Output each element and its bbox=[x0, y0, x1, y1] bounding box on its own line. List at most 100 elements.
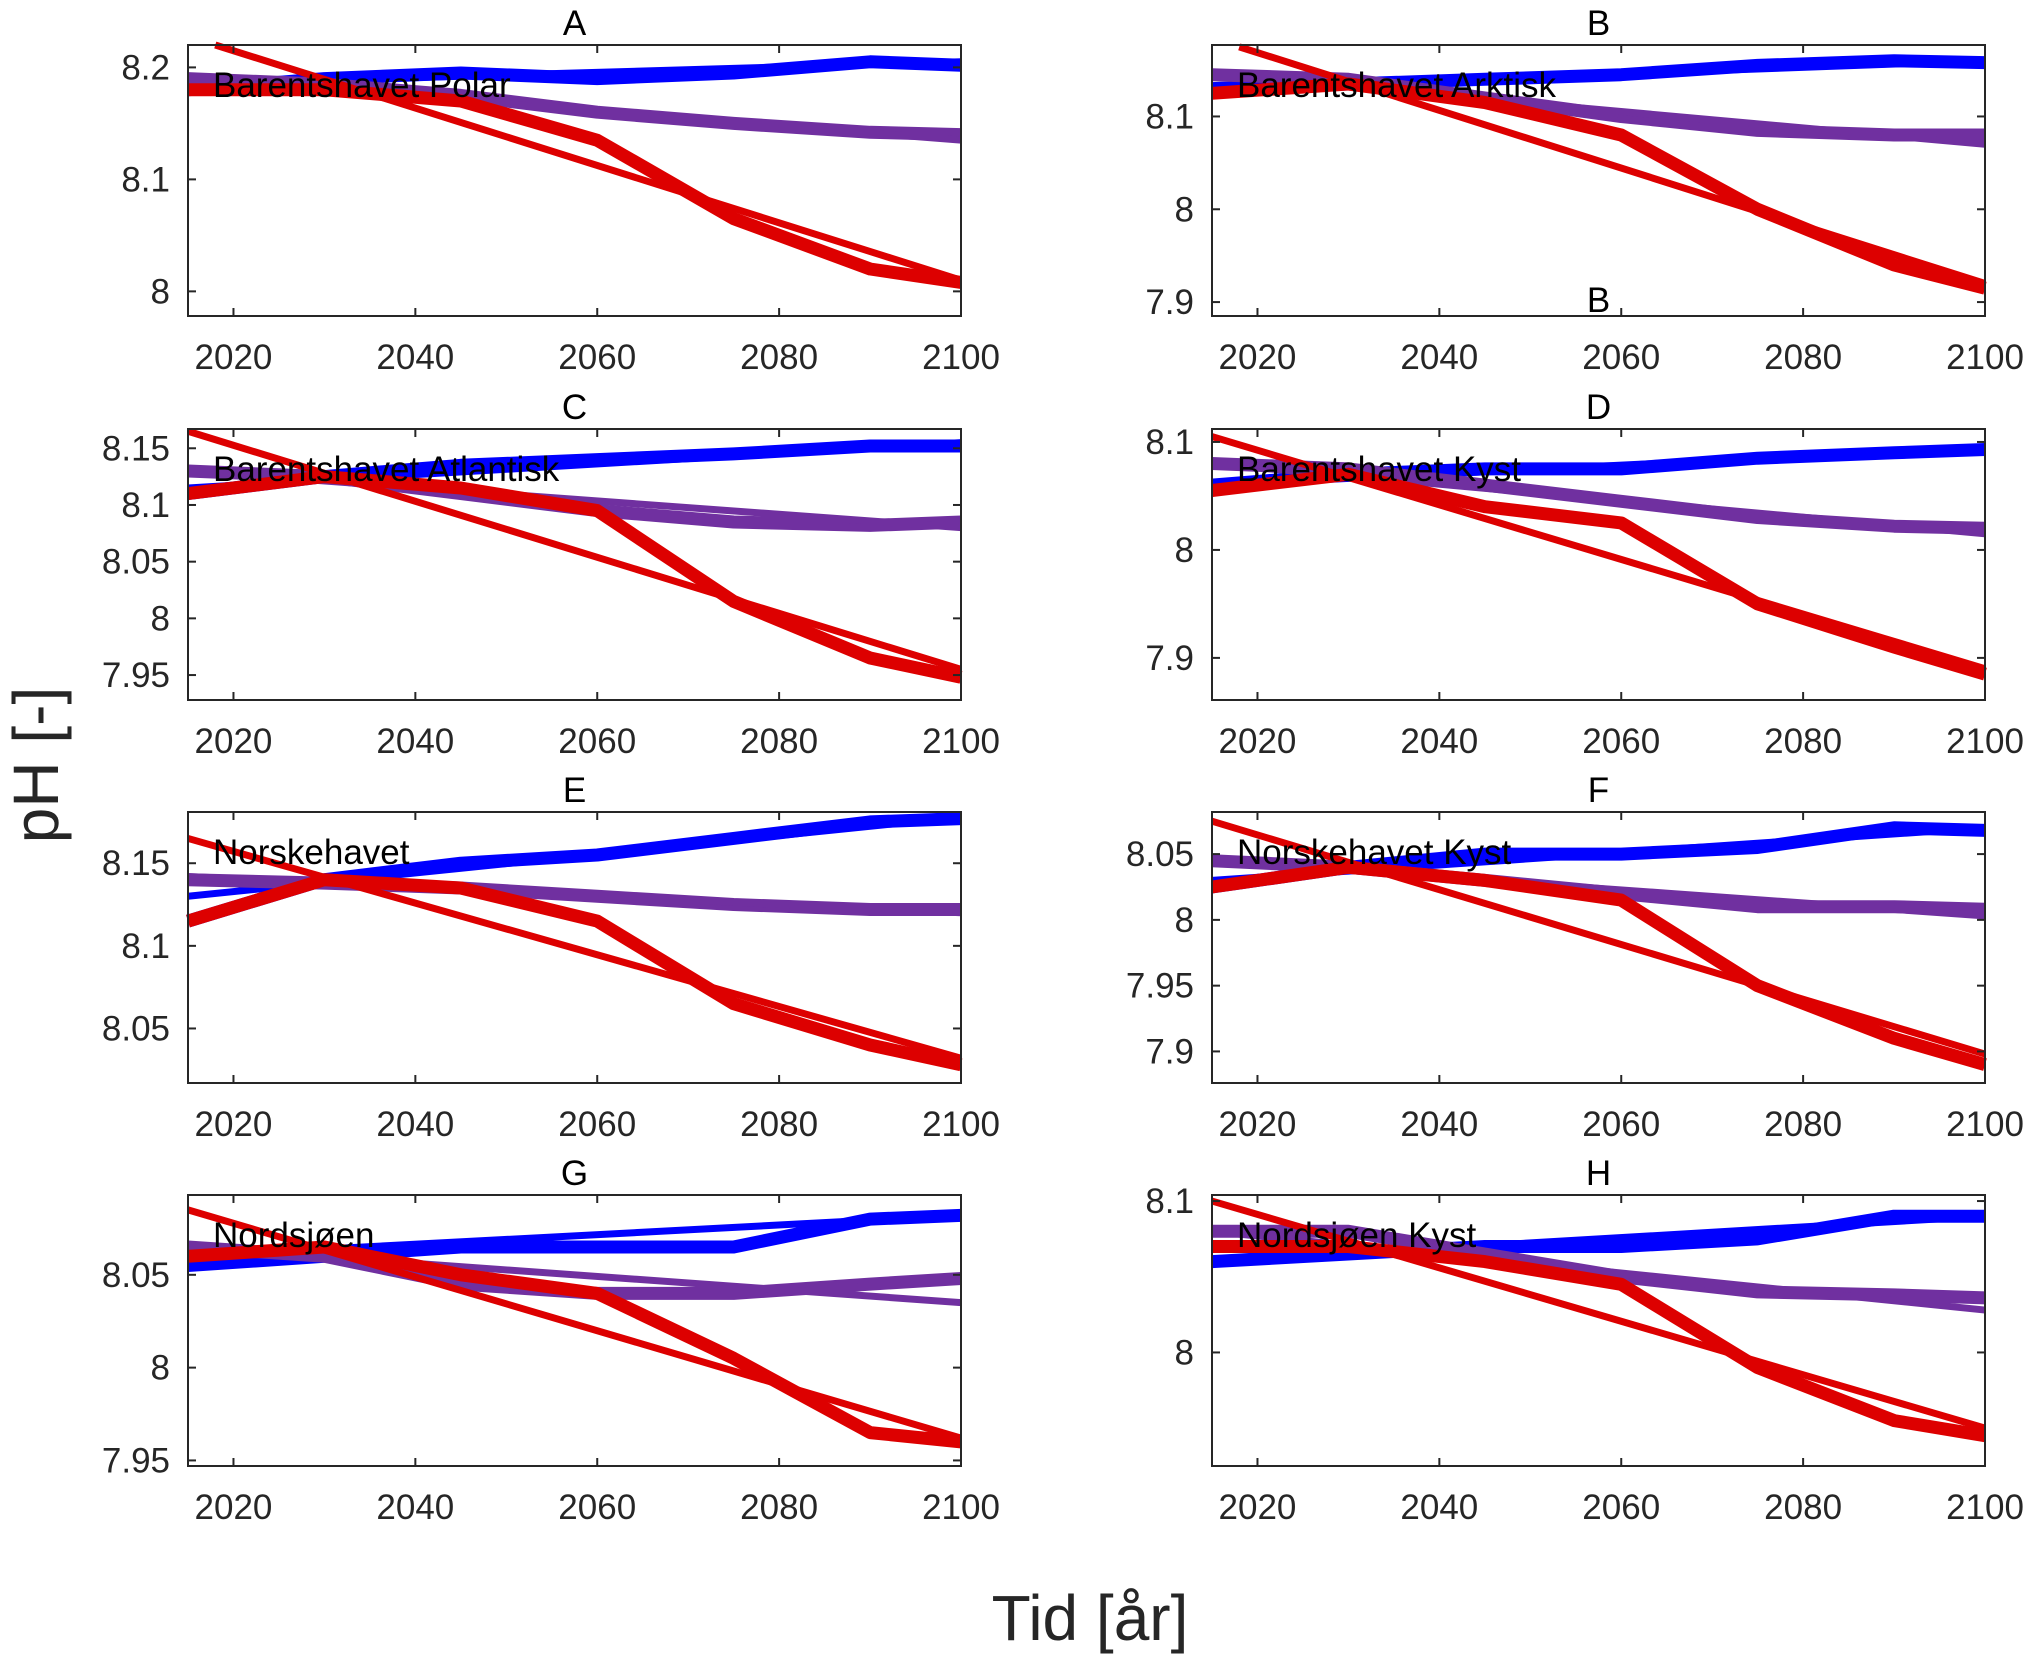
y-tick-label: 8.05 bbox=[102, 543, 170, 582]
panel-H: 2020 2040 2060 2080 2100 8 8.1 H Nordsjøen Kyst bbox=[1145, 1154, 2024, 1527]
y-tick-label: 8.05 bbox=[102, 1009, 170, 1048]
x-tick-label: 2100 bbox=[922, 1105, 1000, 1144]
panel-title: D bbox=[1586, 388, 1611, 427]
red-annual-line bbox=[188, 88, 962, 284]
x-tick-label: 2060 bbox=[1582, 338, 1660, 377]
y-tick-label: 8.15 bbox=[102, 844, 170, 883]
region-label: Nordsjøen Kyst bbox=[1237, 1216, 1477, 1255]
x-tick-label: 2080 bbox=[1764, 722, 1842, 761]
red-trend-line bbox=[187, 1206, 962, 1442]
region-label: Barentshavet Polar bbox=[213, 66, 511, 105]
x-tick-label: 2040 bbox=[376, 1488, 454, 1527]
x-tick-label: 2080 bbox=[740, 1488, 818, 1527]
y-tick-label: 7.95 bbox=[102, 1441, 170, 1480]
y-tick-label: 8 bbox=[151, 1349, 170, 1388]
y-tick-label: 7.95 bbox=[102, 656, 170, 695]
y-tick-label: 7.9 bbox=[1145, 639, 1194, 678]
panel-E: 2020 2040 2060 2080 2100 8.05 8.1 8.15 E Norskeha… bbox=[102, 771, 1000, 1144]
y-tick-label: 8.05 bbox=[1126, 835, 1194, 874]
x-tick-label: 2080 bbox=[740, 338, 818, 377]
x-tick-label: 2080 bbox=[1764, 1488, 1842, 1527]
y-tick-label: 8 bbox=[1175, 190, 1194, 229]
panel-title: A bbox=[563, 4, 587, 43]
x-tick-label: 2100 bbox=[922, 338, 1000, 377]
y-tick-label: 8.1 bbox=[1145, 1182, 1194, 1221]
x-tick-label: 2020 bbox=[1219, 1488, 1297, 1527]
panel-D: 2020 2040 2060 2080 2100 7.9 8 8.1 D Barentshavet… bbox=[1145, 388, 2024, 761]
x-tick-label: 2020 bbox=[195, 338, 273, 377]
axes-box bbox=[187, 428, 962, 701]
y-tick-label: 8.1 bbox=[121, 160, 170, 199]
axes-box bbox=[187, 44, 962, 317]
x-tick-label: 2080 bbox=[1764, 338, 1842, 377]
y-tick-label: 8.1 bbox=[1145, 423, 1194, 462]
x-tick-label: 2020 bbox=[195, 722, 273, 761]
y-axis-label: pH [-] bbox=[0, 687, 72, 843]
red-trend-line bbox=[186, 427, 963, 673]
red-trend-line bbox=[1238, 43, 1987, 287]
red-annual-line bbox=[1211, 865, 1986, 1067]
panel-title: B bbox=[1587, 4, 1610, 43]
purple-annual-line bbox=[1212, 1229, 1986, 1300]
region-label: Nordsjøen bbox=[213, 1216, 374, 1255]
panel-title: C bbox=[562, 388, 587, 427]
y-tick-label: 8 bbox=[1175, 1333, 1194, 1372]
panel-title: E bbox=[563, 771, 586, 810]
x-tick-label: 2060 bbox=[558, 338, 636, 377]
axes-box bbox=[1211, 1194, 1986, 1467]
purple-trend-line bbox=[187, 1243, 962, 1307]
red-annual-line bbox=[1212, 1245, 1986, 1438]
x-tick-label: 2020 bbox=[195, 1488, 273, 1527]
x-tick-label: 2060 bbox=[558, 1105, 636, 1144]
x-tick-label: 2040 bbox=[1400, 722, 1478, 761]
panel-B: 2020 2040 2060 2080 2100 7.9 8 8.1 B Barentshavet… bbox=[1145, 4, 2024, 377]
red-trend-line bbox=[1210, 433, 1987, 673]
x-tick-label: 2020 bbox=[1219, 338, 1297, 377]
x-tick-label: 2100 bbox=[922, 722, 1000, 761]
axes-box bbox=[1211, 44, 1986, 317]
x-tick-label: 2040 bbox=[1400, 338, 1478, 377]
x-tick-label: 2020 bbox=[1219, 722, 1297, 761]
y-tick-label: 8.1 bbox=[1145, 97, 1194, 136]
y-tick-label: 8.05 bbox=[102, 1256, 170, 1295]
plot-area bbox=[188, 1195, 961, 1466]
y-tick-label: 7.9 bbox=[1145, 1032, 1194, 1071]
x-tick-label: 2060 bbox=[558, 1488, 636, 1527]
axes-box bbox=[1211, 811, 1986, 1084]
red-trend-line bbox=[1211, 1197, 1986, 1432]
x-axis-label: Tid [år] bbox=[992, 1582, 1189, 1654]
x-tick-label: 2060 bbox=[558, 722, 636, 761]
y-tick-label: 7.9 bbox=[1145, 283, 1194, 322]
y-tick-label: 8 bbox=[151, 272, 170, 311]
panel-F: 2020 2040 2060 2080 2100 7.9 7.95 8 8.05 F Norskeh… bbox=[1126, 771, 2024, 1144]
region-label: Barentshavet Kyst bbox=[1237, 450, 1521, 489]
red-trend-line bbox=[187, 835, 962, 1062]
panel-title: G bbox=[561, 1154, 588, 1193]
x-tick-label: 2060 bbox=[1582, 1105, 1660, 1144]
red-trend-line bbox=[1210, 817, 1987, 1058]
x-tick-label: 2100 bbox=[1946, 1105, 2024, 1144]
x-tick-label: 2040 bbox=[1400, 1105, 1478, 1144]
x-tick-label: 2060 bbox=[1582, 722, 1660, 761]
x-tick-label: 2100 bbox=[1946, 338, 2024, 377]
x-tick-label: 2060 bbox=[1582, 1488, 1660, 1527]
region-label: Norskehavet bbox=[213, 833, 410, 872]
x-tick-label: 2020 bbox=[1219, 1105, 1297, 1144]
x-tick-label: 2020 bbox=[195, 1105, 273, 1144]
x-tick-label: 2080 bbox=[740, 1105, 818, 1144]
axes-box bbox=[187, 811, 962, 1084]
x-tick-label: 2100 bbox=[1946, 722, 2024, 761]
y-tick-label: 8.2 bbox=[121, 48, 170, 87]
panel-title: F bbox=[1588, 771, 1609, 810]
x-tick-label: 2040 bbox=[376, 338, 454, 377]
region-label: Barentshavet Atlantisk bbox=[213, 450, 560, 489]
region-label: Norskehavet Kyst bbox=[1237, 833, 1512, 872]
red-trend-line bbox=[214, 41, 963, 284]
x-tick-label: 2080 bbox=[1764, 1105, 1842, 1144]
axes-box bbox=[187, 1194, 962, 1467]
region-label: Barentshavet Arktisk bbox=[1237, 66, 1557, 105]
stray-panel-label: B bbox=[1587, 281, 1610, 320]
x-tick-label: 2040 bbox=[376, 722, 454, 761]
x-tick-label: 2100 bbox=[1946, 1488, 2024, 1527]
